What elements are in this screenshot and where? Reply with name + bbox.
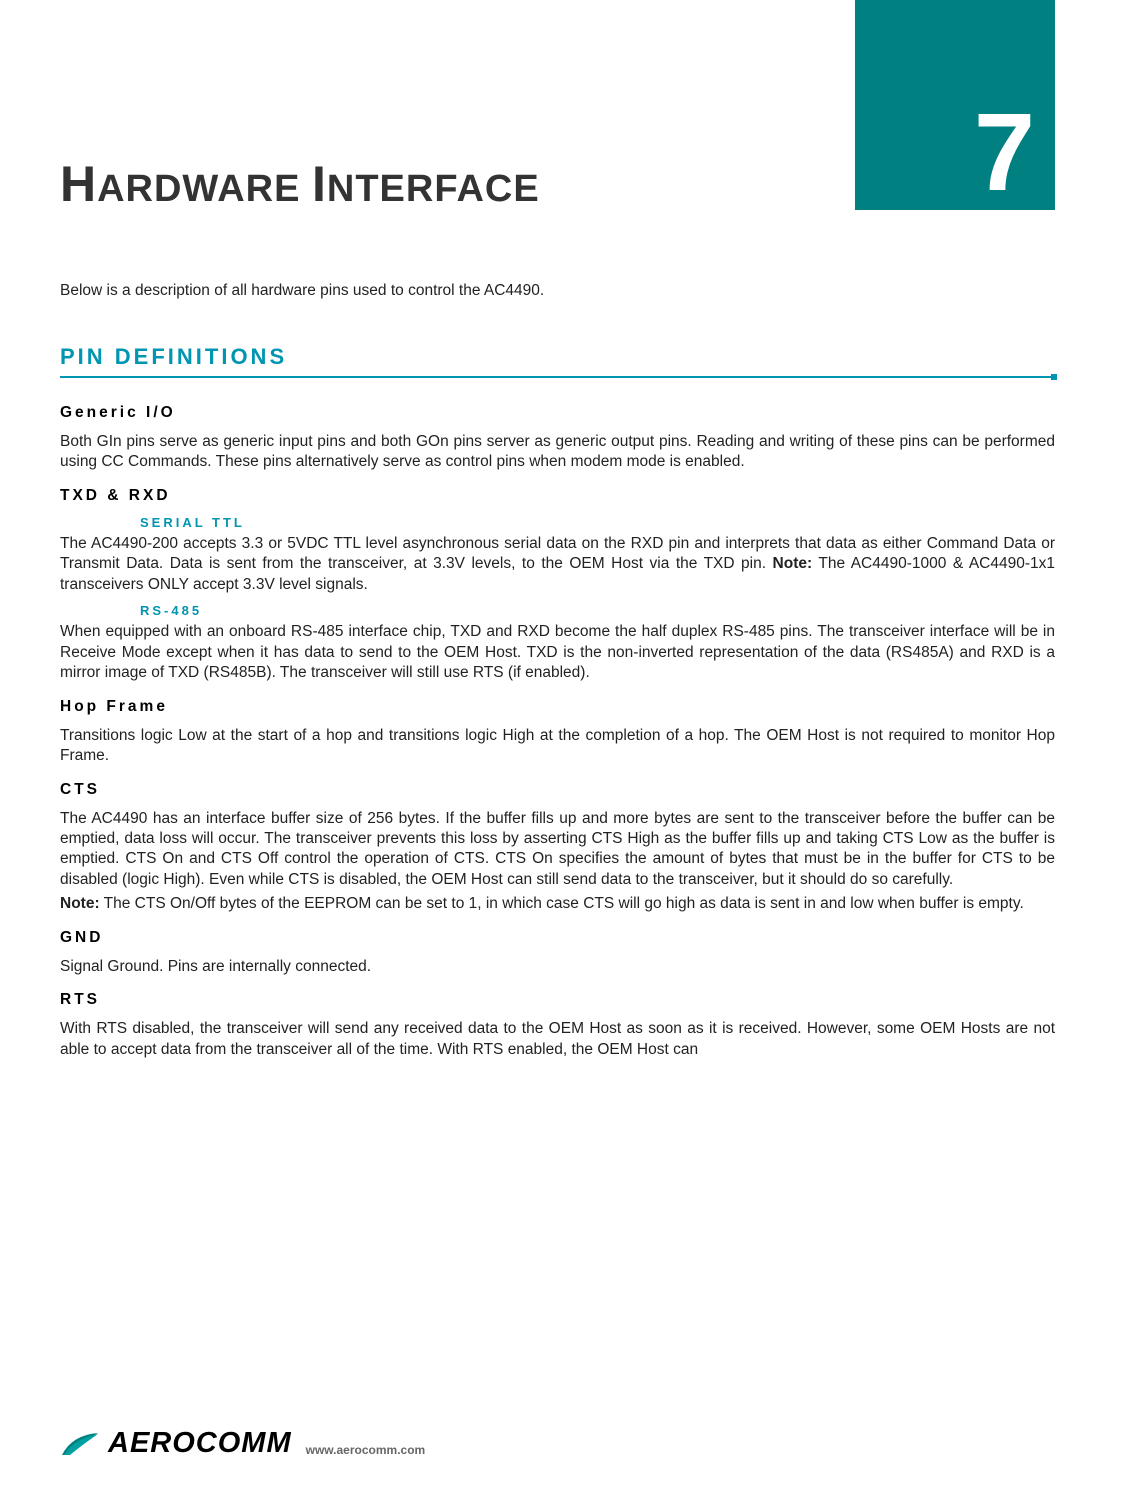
chapter-number: 7 [974,98,1037,208]
chapter-number-box: 7 [855,0,1055,210]
para-generic-io: Both GIn pins serve as generic input pin… [60,432,1055,473]
note-label-cts: Note: [60,895,100,912]
section-heading-pin-definitions: PIN DEFINITIONS [60,344,1055,370]
para-serial-ttl: The AC4490-200 accepts 3.3 or 5VDC TTL l… [60,534,1055,595]
note-label-serial: Note: [773,555,813,572]
heading-cts: CTS [60,781,1055,799]
title-cap-h: H [60,156,97,212]
heading-gnd: GND [60,929,1055,947]
para-gnd: Signal Ground. Pins are internally conne… [60,957,1055,977]
content-area: Below is a description of all hardware p… [60,282,1055,1064]
subheading-serial-ttl: SERIAL TTL [140,515,1055,530]
note-body-cts: The CTS On/Off bytes of the EEPROM can b… [100,895,1024,912]
title-word-1: ARDWARE [97,168,312,210]
footer-url: www.aerocomm.com [306,1443,426,1457]
heading-rts: RTS [60,991,1055,1009]
para-cts: The AC4490 has an interface buffer size … [60,809,1055,891]
para-rs485: When equipped with an onboard RS-485 int… [60,622,1055,683]
footer-brand: AEROCOMM [108,1427,292,1460]
para-cts-note: Note: The CTS On/Off bytes of the EEPROM… [60,894,1055,914]
logo-swoosh-icon [60,1429,100,1459]
footer: AEROCOMM www.aerocomm.com [60,1427,1055,1460]
title-cap-i: I [312,156,327,212]
section-rule [60,376,1055,378]
heading-txd-rxd: TXD & RXD [60,487,1055,505]
subheading-rs485: RS-485 [140,603,1055,618]
heading-hop-frame: Hop Frame [60,698,1055,716]
para-hop-frame: Transitions logic Low at the start of a … [60,726,1055,767]
page-title: HARDWARE INTERFACE [60,155,540,213]
intro-text: Below is a description of all hardware p… [60,282,1055,300]
title-word-2: NTERFACE [327,168,540,210]
heading-generic-io: Generic I/O [60,404,1055,422]
para-rts: With RTS disabled, the transceiver will … [60,1019,1055,1060]
